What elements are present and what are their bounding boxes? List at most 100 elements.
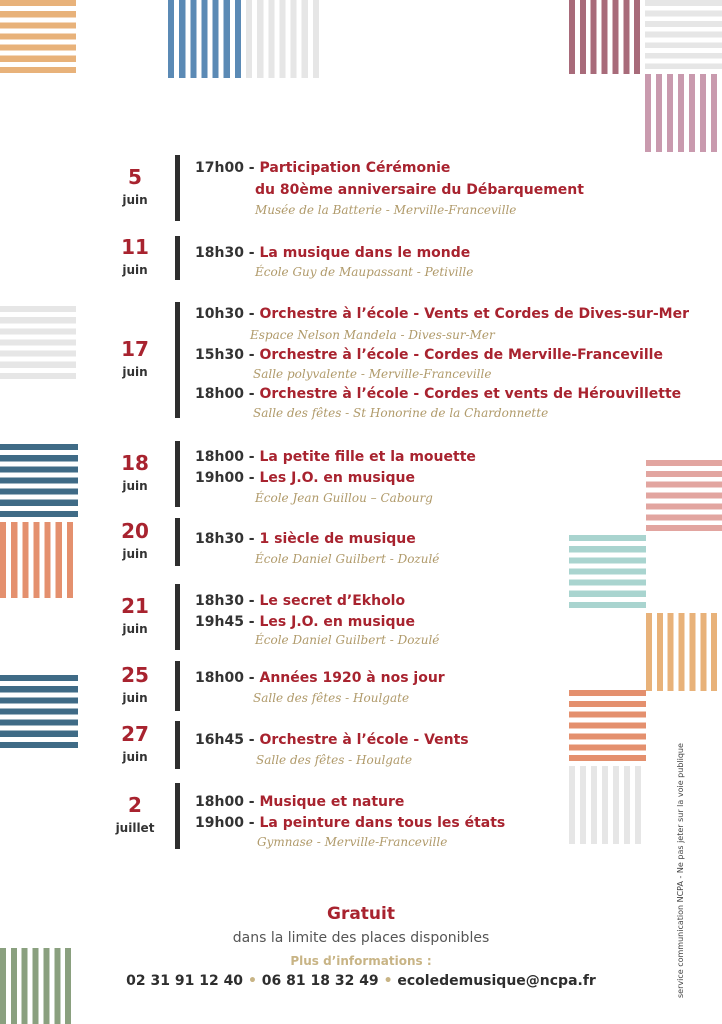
event-divider-bar: [175, 783, 180, 849]
event-divider-bar: [175, 584, 180, 650]
stripe-block: [569, 535, 646, 613]
time-separator: -: [243, 347, 260, 363]
event-block: 21 juin 18h30 - Le secret d’Ekholo 19h45 - …: [0, 584, 722, 650]
free-entry-title: Gratuit: [327, 904, 395, 924]
event-month: juin: [122, 622, 148, 636]
event-title: Le secret d’Ekholo: [259, 593, 406, 609]
event-line: 19h00 - Les J.O. en musique: [195, 469, 415, 487]
event-time: 18h00: [195, 386, 244, 402]
event-venue: Salle des fêtes - St Honorine de la Char…: [253, 406, 549, 420]
time-separator: -: [243, 306, 260, 322]
event-time: 18h30: [195, 593, 244, 609]
event-time: 17h00: [195, 160, 244, 176]
event-divider-bar: [175, 441, 180, 507]
event-divider-bar: [175, 236, 180, 280]
event-block: 17 juin 10h30 - Orchestre à l’école - Vent…: [0, 302, 722, 420]
event-date: 27 juin: [100, 723, 170, 765]
event-title: Musique et nature: [259, 794, 405, 810]
event-title: Orchestre à l’école - Cordes de Merville…: [259, 347, 663, 363]
event-month: juin: [122, 750, 148, 764]
event-divider-bar: [175, 302, 180, 418]
stripe-block: [0, 675, 78, 753]
side-legal-note: service communication NCPA - Ne pas jete…: [676, 743, 685, 998]
event-line: 18h00 - Musique et nature: [195, 793, 404, 811]
event-line: 17h00 - Participation Cérémonie: [195, 159, 450, 177]
event-venue: École Daniel Guilbert - Dozulé: [255, 633, 440, 647]
stripe-block: [0, 444, 78, 522]
event-time: 18h00: [195, 794, 244, 810]
phone-number-2[interactable]: 06 81 18 32 49: [261, 973, 379, 989]
event-title: Orchestre à l’école - Vents et Cordes de…: [259, 306, 690, 322]
event-title: Les J.O. en musique: [259, 614, 415, 630]
stripe-block: [646, 613, 722, 691]
event-title: La peinture dans tous les états: [259, 815, 506, 831]
event-time: 19h00: [195, 815, 244, 831]
email-link[interactable]: ecoledemusique@ncpa.fr: [397, 973, 596, 989]
event-block: 11 juin 18h30 - La musique dans le monde Éc…: [0, 236, 722, 280]
event-day: 21: [121, 594, 149, 618]
event-date: 18 juin: [100, 452, 170, 494]
event-venue: École Guy de Maupassant - Petiville: [255, 265, 474, 279]
event-day: 5: [128, 165, 142, 189]
time-separator: -: [243, 670, 260, 686]
event-time: 18h30: [195, 531, 244, 547]
event-line: 16h45 - Orchestre à l’école - Vents: [195, 731, 469, 749]
event-venue: Salle polyvalente - Merville-Franceville: [253, 367, 492, 381]
time-separator: -: [243, 470, 260, 486]
stripe-block: [168, 0, 246, 78]
event-title: du 80ème anniversaire du Débarquement: [255, 182, 584, 198]
time-separator: -: [243, 449, 260, 465]
stripe-block: [0, 0, 76, 78]
event-month: juin: [122, 547, 148, 561]
event-day: 27: [121, 722, 149, 746]
time-separator: -: [243, 732, 260, 748]
time-separator: -: [243, 815, 260, 831]
time-separator: -: [243, 245, 260, 261]
event-title: La musique dans le monde: [259, 245, 471, 261]
separator-dot: •: [247, 973, 257, 989]
event-title: Les J.O. en musique: [259, 470, 415, 486]
event-date: 21 juin: [100, 595, 170, 637]
stripe-block: [0, 948, 76, 1024]
stripe-block: [645, 74, 722, 152]
stripe-block: [569, 766, 646, 844]
event-line: 10h30 - Orchestre à l’école - Vents et C…: [195, 305, 689, 323]
event-time: 16h45: [195, 732, 244, 748]
availability-note: dans la limite des places disponibles: [232, 930, 490, 946]
event-title: Orchestre à l’école - Vents: [259, 732, 469, 748]
stripe-block: [569, 690, 646, 766]
stripe-block: [569, 0, 645, 74]
event-time: 15h30: [195, 347, 244, 363]
event-block: 27 juin 16h45 - Orchestre à l’école - Vent…: [0, 721, 722, 769]
event-month: juillet: [115, 821, 155, 835]
more-info-label: Plus d’informations :: [290, 954, 432, 968]
event-divider-bar: [175, 661, 180, 711]
event-line: 19h45 - Les J.O. en musique: [195, 613, 415, 631]
event-date: 20 juin: [100, 520, 170, 562]
event-venue: Espace Nelson Mandela - Dives-sur-Mer: [250, 328, 495, 342]
separator-dot: •: [383, 973, 393, 989]
event-line: 18h00 - Années 1920 à nos jour: [195, 669, 445, 687]
stripe-block: [646, 460, 722, 536]
event-line: 18h00 - La petite fille et la mouette: [195, 448, 476, 466]
event-title: Années 1920 à nos jour: [259, 670, 445, 686]
event-time: 19h45: [195, 614, 244, 630]
event-title: Orchestre à l’école - Cordes et vents de…: [259, 386, 682, 402]
event-divider-bar: [175, 155, 180, 221]
event-line: 18h30 - 1 siècle de musique: [195, 530, 416, 548]
event-month: juin: [122, 263, 148, 277]
time-separator: -: [243, 531, 260, 547]
phone-number-1[interactable]: 02 31 91 12 40: [126, 973, 244, 989]
event-block: 20 juin 18h30 - 1 siècle de musique École D…: [0, 518, 722, 566]
contact-line: 02 31 91 12 40 • 06 81 18 32 49 • ecoled…: [0, 973, 722, 989]
time-separator: -: [243, 386, 260, 402]
event-line: 19h00 - La peinture dans tous les états: [195, 814, 505, 832]
event-venue: Gymnase - Merville-Franceville: [257, 835, 448, 849]
event-day: 2: [128, 793, 142, 817]
event-block: 25 juin 18h00 - Années 1920 à nos jour Sall…: [0, 661, 722, 711]
event-block: 18 juin 18h00 - La petite fille et la moue…: [0, 441, 722, 507]
event-day: 25: [121, 663, 149, 687]
event-line: 15h30 - Orchestre à l’école - Cordes de …: [195, 346, 663, 364]
event-venue: Salle des fêtes - Houlgate: [256, 753, 413, 767]
event-line: du 80ème anniversaire du Débarquement: [255, 181, 584, 199]
